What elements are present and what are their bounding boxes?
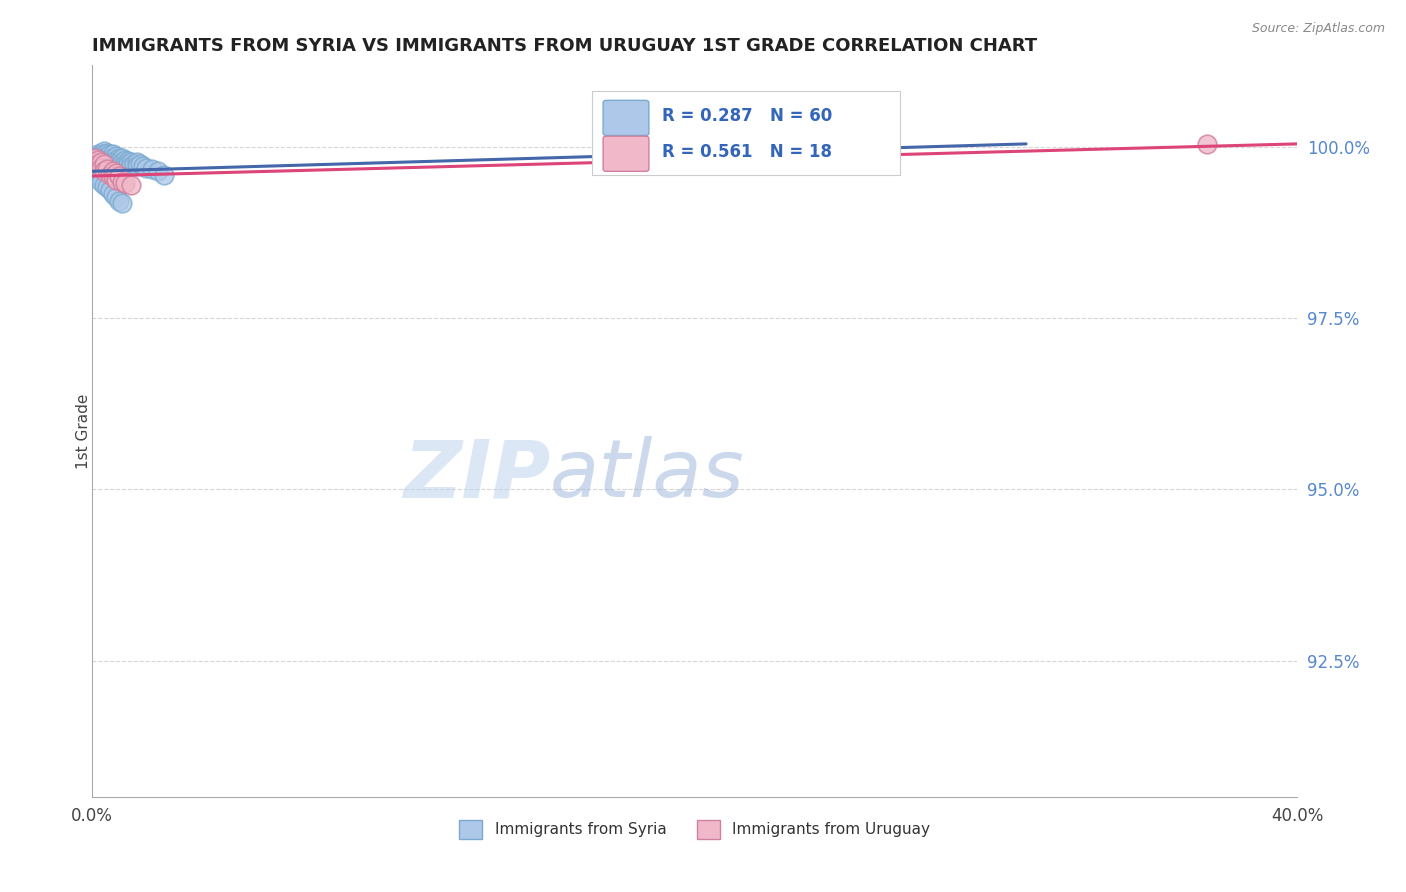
Point bbox=[93, 144, 115, 158]
Point bbox=[120, 155, 142, 169]
Point bbox=[84, 153, 107, 168]
Point bbox=[87, 153, 110, 167]
Point bbox=[108, 151, 131, 165]
Point bbox=[98, 168, 121, 182]
Point bbox=[90, 175, 112, 189]
Point bbox=[114, 153, 136, 167]
Point bbox=[127, 160, 149, 174]
Point bbox=[108, 194, 131, 208]
Point bbox=[96, 152, 118, 166]
Point bbox=[105, 173, 128, 187]
Point bbox=[141, 162, 163, 177]
Point bbox=[120, 160, 142, 174]
Point bbox=[98, 151, 121, 165]
Point bbox=[93, 157, 115, 171]
Point bbox=[84, 166, 107, 180]
Point bbox=[108, 169, 131, 183]
Point bbox=[87, 147, 110, 161]
Point bbox=[153, 168, 176, 182]
Point bbox=[90, 145, 112, 160]
Point bbox=[105, 189, 128, 203]
Point bbox=[103, 147, 125, 161]
Point bbox=[103, 151, 125, 165]
Point bbox=[105, 157, 128, 171]
Point bbox=[111, 155, 134, 169]
Point bbox=[103, 169, 125, 183]
Point bbox=[124, 157, 146, 171]
Point bbox=[93, 157, 115, 171]
Text: ZIP: ZIP bbox=[402, 436, 550, 515]
Point bbox=[96, 162, 118, 177]
Text: R = 0.561   N = 18: R = 0.561 N = 18 bbox=[662, 144, 832, 161]
Y-axis label: 1st Grade: 1st Grade bbox=[76, 393, 91, 469]
Point bbox=[108, 160, 131, 174]
Point bbox=[117, 153, 139, 168]
Point bbox=[87, 169, 110, 183]
Point bbox=[84, 157, 107, 171]
Point bbox=[105, 153, 128, 167]
Point bbox=[90, 161, 112, 175]
Point bbox=[111, 196, 134, 211]
Point bbox=[1195, 136, 1218, 151]
Point bbox=[96, 148, 118, 162]
Point bbox=[87, 148, 110, 162]
Point bbox=[98, 183, 121, 197]
Point bbox=[98, 153, 121, 168]
Point bbox=[103, 164, 125, 178]
Text: Source: ZipAtlas.com: Source: ZipAtlas.com bbox=[1251, 22, 1385, 36]
Point bbox=[108, 153, 131, 168]
Point bbox=[103, 160, 125, 174]
Point bbox=[148, 164, 170, 178]
Point bbox=[135, 161, 157, 175]
Point bbox=[105, 166, 128, 180]
Point bbox=[120, 178, 142, 192]
Point bbox=[84, 162, 107, 177]
Point bbox=[93, 178, 115, 192]
Point bbox=[114, 176, 136, 190]
Point bbox=[90, 153, 112, 167]
Point bbox=[111, 175, 134, 189]
Text: IMMIGRANTS FROM SYRIA VS IMMIGRANTS FROM URUGUAY 1ST GRADE CORRELATION CHART: IMMIGRANTS FROM SYRIA VS IMMIGRANTS FROM… bbox=[93, 37, 1038, 55]
Point bbox=[117, 157, 139, 171]
Point bbox=[98, 157, 121, 171]
Point bbox=[87, 157, 110, 171]
Legend: Immigrants from Syria, Immigrants from Uruguay: Immigrants from Syria, Immigrants from U… bbox=[453, 814, 936, 845]
Point bbox=[93, 147, 115, 161]
Point bbox=[96, 180, 118, 194]
Point bbox=[129, 157, 152, 171]
Point bbox=[90, 148, 112, 162]
Point bbox=[111, 151, 134, 165]
Point bbox=[90, 155, 112, 169]
Point bbox=[87, 151, 110, 165]
Point bbox=[96, 155, 118, 169]
Point bbox=[98, 147, 121, 161]
FancyBboxPatch shape bbox=[592, 91, 900, 175]
FancyBboxPatch shape bbox=[603, 136, 650, 171]
Point bbox=[127, 155, 149, 169]
Point bbox=[84, 151, 107, 165]
Point bbox=[114, 157, 136, 171]
Point bbox=[90, 171, 112, 186]
Text: R = 0.287   N = 60: R = 0.287 N = 60 bbox=[662, 107, 832, 126]
Point bbox=[132, 160, 155, 174]
FancyBboxPatch shape bbox=[603, 100, 650, 136]
Point bbox=[105, 148, 128, 162]
Point bbox=[93, 153, 115, 168]
Point bbox=[93, 151, 115, 165]
Point bbox=[103, 155, 125, 169]
Point bbox=[96, 145, 118, 160]
Point bbox=[93, 164, 115, 178]
Point bbox=[103, 186, 125, 201]
Text: atlas: atlas bbox=[550, 436, 745, 515]
